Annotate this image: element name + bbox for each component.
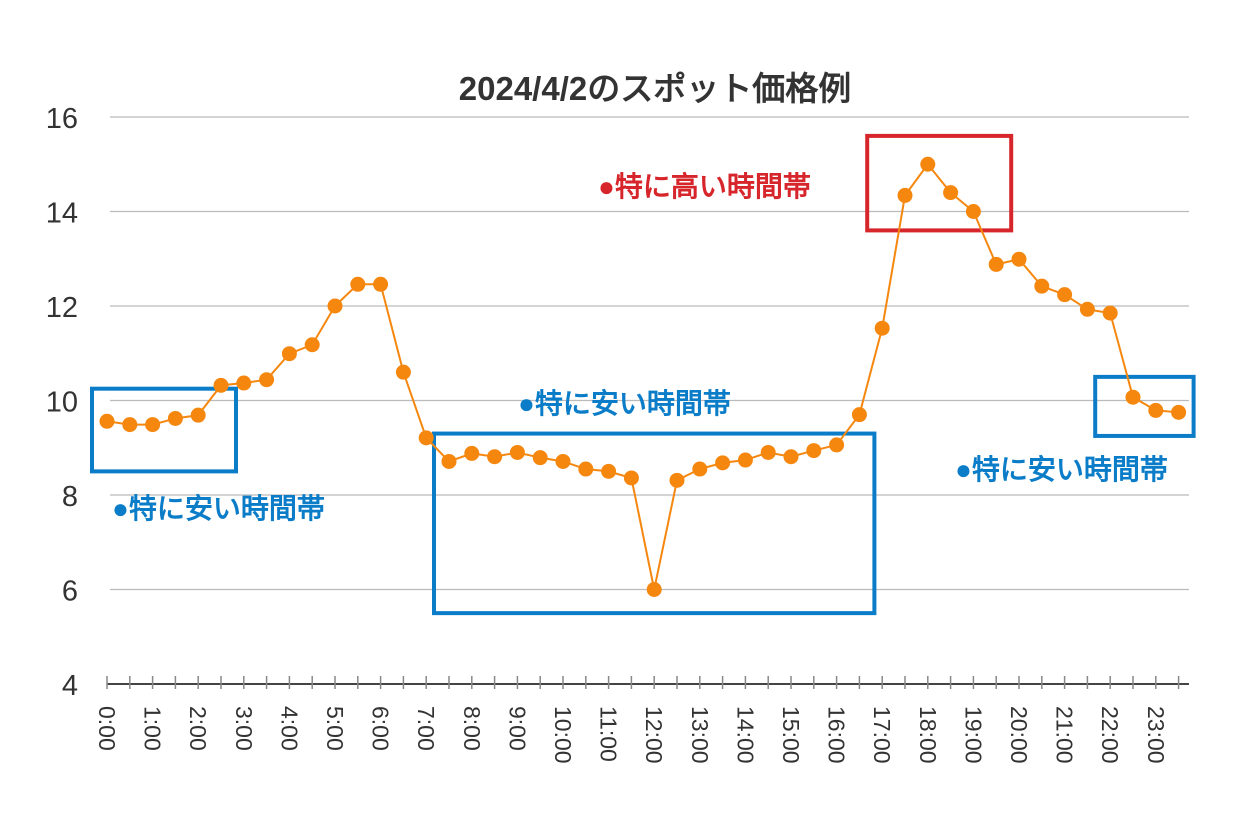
cheap-period-box [432, 431, 877, 616]
data-point [167, 410, 183, 426]
highlight-boxes [90, 133, 1196, 616]
y-tick-label: 6 [62, 576, 78, 608]
x-tick-label: 6:00 [368, 706, 394, 751]
y-axis-tick-labels: 4 6 8 10 12 14 16 [46, 103, 78, 702]
x-tick-label: 5:00 [322, 706, 348, 751]
data-point [783, 449, 799, 465]
data-point [327, 298, 343, 314]
x-tick-label: 19:00 [960, 706, 986, 764]
data-point [1125, 389, 1141, 405]
x-tick-label: 10:00 [550, 706, 576, 764]
data-point [464, 445, 480, 461]
data-point [532, 450, 548, 466]
x-tick-label: 7:00 [413, 706, 439, 751]
data-point [760, 444, 776, 460]
x-tick-label: 14:00 [732, 706, 758, 764]
x-tick-label: 17:00 [869, 706, 895, 764]
x-tick-label: 21:00 [1052, 706, 1078, 764]
x-tick-label: 1:00 [140, 706, 166, 751]
data-point [555, 453, 571, 469]
cheap-period-label: ●特に安い時間帯 [518, 388, 731, 419]
x-tick-label: 16:00 [824, 706, 850, 764]
x-tick-label: 22:00 [1097, 706, 1123, 764]
data-point [259, 372, 275, 388]
data-point [1034, 278, 1050, 294]
data-point [1171, 404, 1187, 420]
x-tick-label: 11:00 [596, 706, 622, 762]
data-point [304, 337, 320, 353]
expensive-period-box [865, 133, 1014, 233]
data-point [806, 443, 822, 459]
data-point [350, 276, 366, 292]
data-point [122, 417, 138, 433]
data-point [737, 452, 753, 468]
data-point [190, 407, 206, 423]
data-point [988, 256, 1004, 272]
x-tick-label: 12:00 [641, 706, 667, 764]
data-point [578, 461, 594, 477]
x-tick-label: 20:00 [1006, 706, 1032, 764]
y-tick-label: 4 [62, 670, 78, 702]
y-tick-label: 8 [62, 481, 78, 513]
data-point [965, 204, 981, 219]
x-tick-label: 15:00 [778, 706, 804, 764]
y-tick-label: 16 [46, 103, 78, 135]
y-tick-label: 10 [46, 387, 78, 419]
chart-title: 2024/4/2のスポット価格例 [459, 70, 851, 107]
data-point [418, 430, 434, 446]
x-axis-tick-labels: 0:00 1:00 2:00 3:00 4:00 5:00 6:00 7:00 8:00 9:00… [94, 706, 1169, 764]
x-tick-label: 3:00 [231, 706, 257, 751]
data-point [236, 375, 252, 391]
x-tick-label: 4:00 [276, 706, 302, 751]
data-point [897, 187, 913, 203]
data-point [441, 453, 457, 469]
data-point [281, 346, 297, 362]
data-point [874, 320, 890, 336]
data-point [692, 461, 708, 477]
data-point [851, 407, 867, 423]
data-point [829, 437, 845, 453]
x-tick-label: 23:00 [1143, 706, 1169, 764]
cheap-period-box [90, 386, 238, 474]
x-axis [106, 676, 1189, 689]
data-point [373, 276, 389, 292]
cheap-period-box [1093, 374, 1196, 438]
data-point [669, 472, 685, 488]
data-point [1148, 402, 1164, 418]
data-point [395, 364, 411, 380]
data-point [623, 470, 639, 486]
x-tick-label: 18:00 [915, 706, 941, 764]
expensive-period-label: ●特に高い時間帯 [598, 171, 811, 202]
y-tick-label: 12 [46, 292, 78, 324]
data-point [1011, 251, 1027, 267]
y-tick-label: 14 [46, 198, 78, 230]
data-point [920, 156, 936, 172]
grid-lines [110, 116, 1189, 591]
data-point [715, 455, 731, 471]
data-point [145, 417, 161, 433]
cheap-period-label: ●特に安い時間帯 [955, 454, 1168, 485]
x-tick-label: 2:00 [185, 706, 211, 751]
data-point [1079, 301, 1095, 317]
x-tick-label: 0:00 [94, 706, 120, 751]
cheap-period-label: ●特に安い時間帯 [112, 493, 325, 524]
data-point [1057, 287, 1073, 303]
data-point [213, 377, 229, 393]
data-point [1102, 305, 1118, 321]
price-series [99, 156, 1187, 597]
x-tick-label: 9:00 [504, 706, 530, 751]
data-point [509, 444, 525, 460]
data-point [646, 582, 662, 597]
data-point [99, 413, 115, 429]
x-tick-label: 8:00 [459, 706, 485, 751]
data-point [487, 449, 503, 465]
annotation-labels: ●特に安い時間帯 ●特に安い時間帯 ●特に高い時間帯 ●特に安い時間帯 [112, 171, 1168, 524]
data-point [943, 185, 959, 201]
data-point [601, 463, 617, 479]
x-tick-label: 13:00 [687, 706, 713, 764]
